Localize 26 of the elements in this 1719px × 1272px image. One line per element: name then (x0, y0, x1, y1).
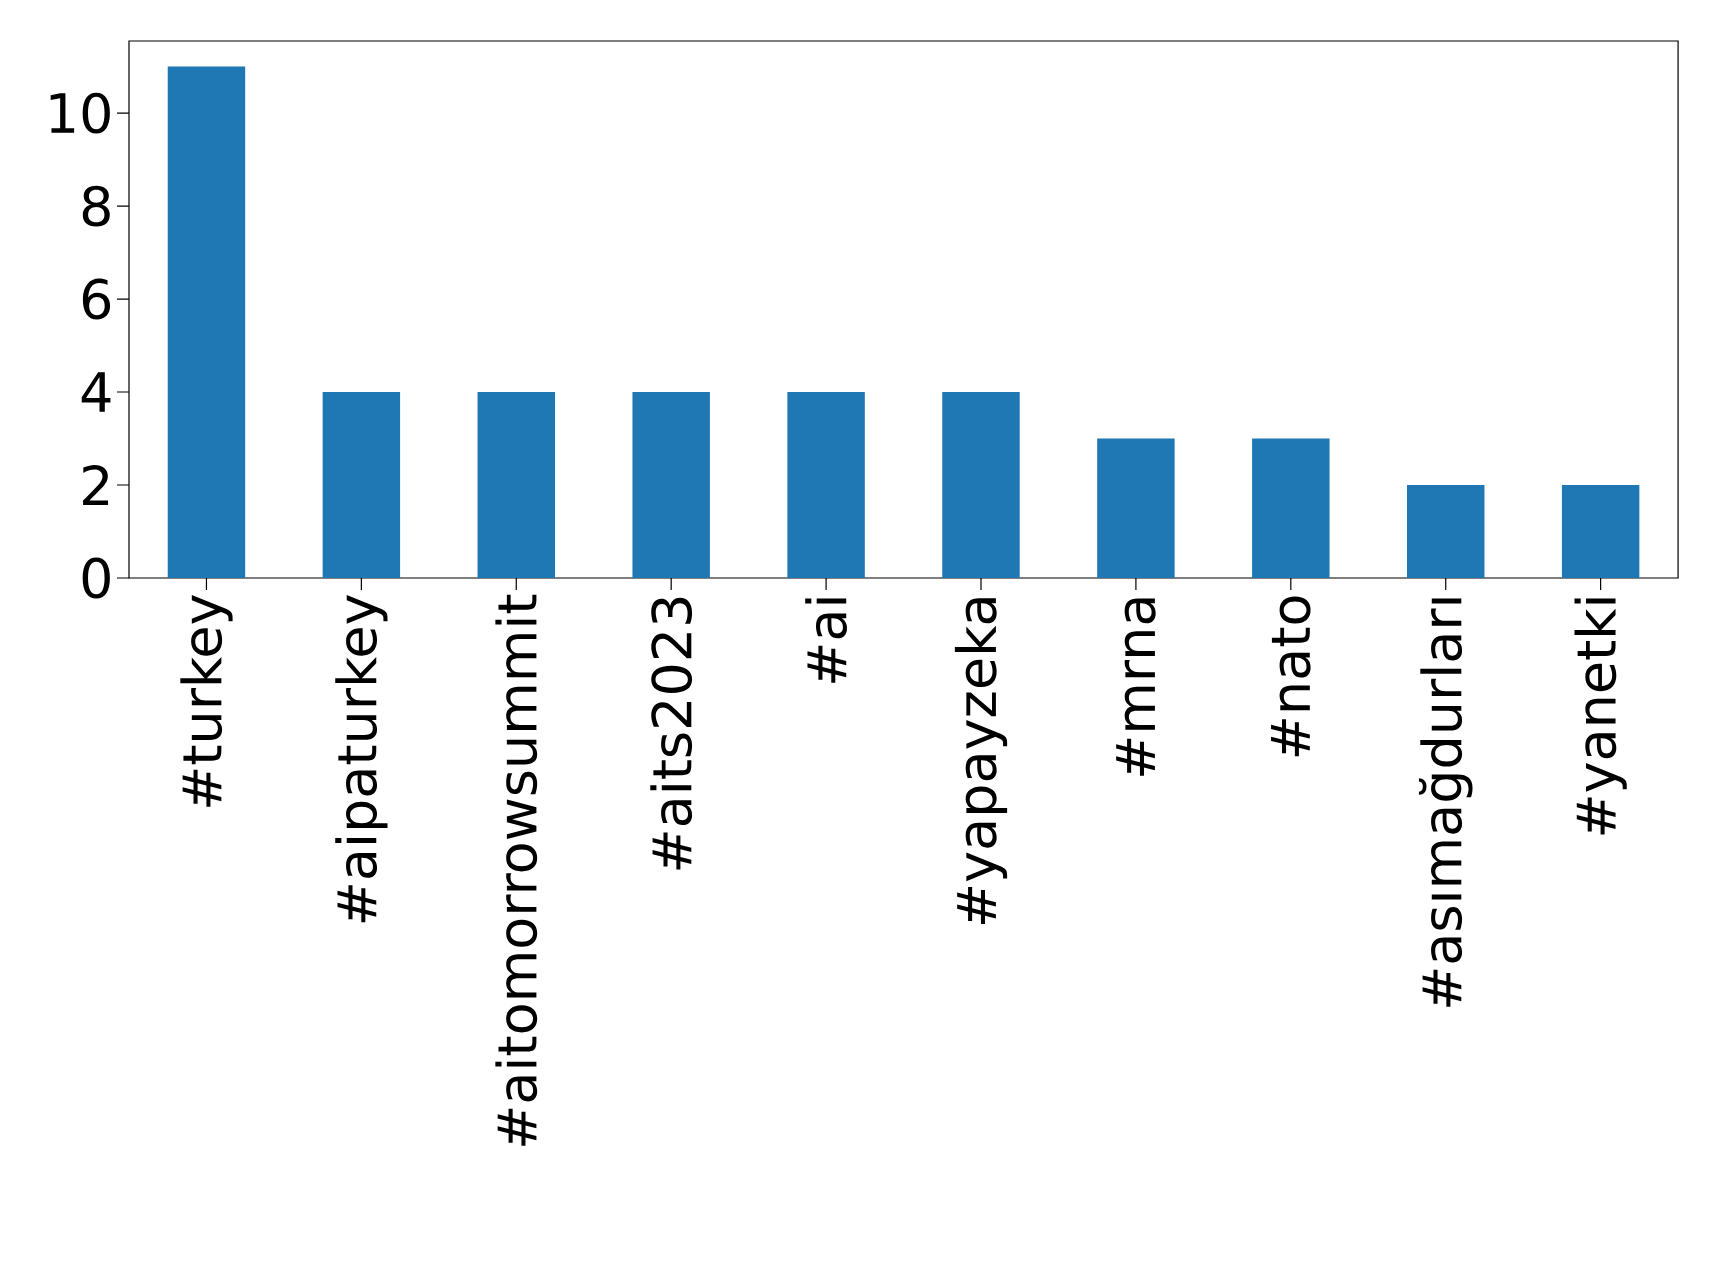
x-tick-label: #asımağdurları (1418, 598, 1473, 1007)
x-tick-label: #aipaturkey (335, 595, 388, 923)
y-tick-label: 2 (83, 464, 109, 506)
bar (787, 392, 865, 578)
bar (322, 392, 401, 578)
x-tick-label: #aitomorrowsummit (495, 594, 538, 1146)
bar (942, 392, 1020, 578)
x-tick-label: #turkey (180, 595, 233, 807)
x-tick-label: #mrna (1116, 598, 1156, 776)
x-tick-label: #yanetki (1574, 598, 1627, 835)
bar (167, 66, 246, 578)
y-tick-label: 6 (82, 278, 111, 320)
x-tick-label: #yapayzeka (954, 598, 1008, 924)
x-tick-label: #ai (805, 598, 847, 683)
y-tick-label: 4 (81, 372, 111, 412)
bar (1561, 485, 1640, 578)
bar (1407, 485, 1485, 578)
y-tick-label: 10 (50, 92, 110, 134)
y-tick-label: 8 (82, 185, 110, 227)
y-tick-label: 0 (82, 557, 110, 599)
bar (632, 392, 710, 578)
x-tick-label: #nato (1271, 596, 1311, 757)
bar (1097, 438, 1175, 578)
x-tick-label: #aits2023 (650, 597, 693, 870)
bar (477, 392, 555, 578)
bar (1252, 438, 1330, 578)
